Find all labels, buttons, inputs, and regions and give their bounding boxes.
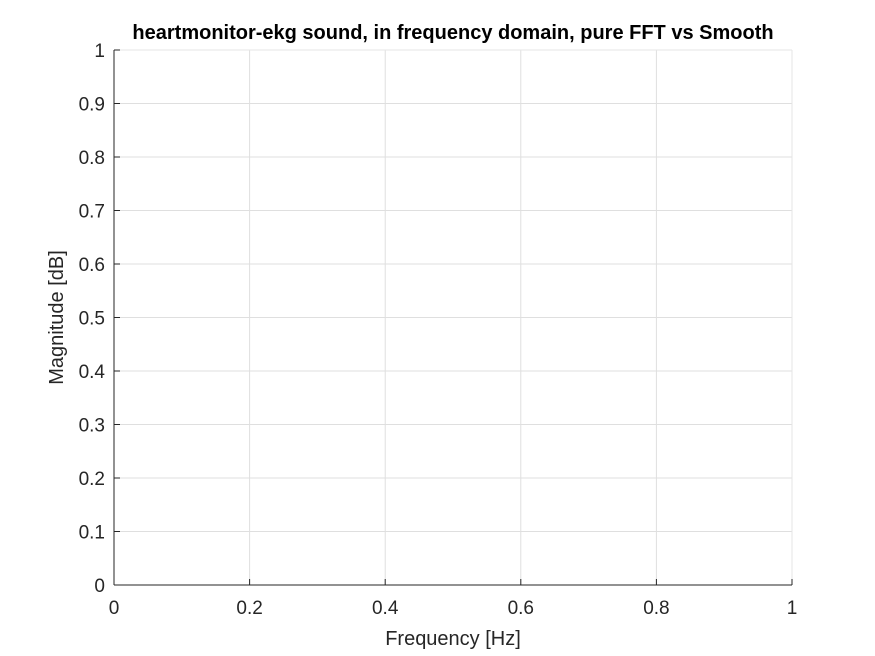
y-tick-label: 1 [94, 41, 105, 62]
x-tick-label: 0 [109, 598, 120, 619]
x-tick-label: 0.6 [508, 598, 534, 619]
y-tick-label: 0.2 [79, 469, 105, 490]
grid-lines [114, 50, 792, 585]
x-tick-label: 0.2 [236, 598, 262, 619]
x-tick-label: 1 [787, 598, 798, 619]
y-tick-label: 0 [94, 576, 105, 597]
y-axis-label: Magnitude [dB] [46, 250, 68, 385]
chart-title: heartmonitor-ekg sound, in frequency dom… [132, 22, 773, 44]
axes [113, 49, 793, 586]
y-tick-label: 0.8 [79, 148, 105, 169]
y-tick-label: 0.3 [79, 416, 105, 437]
y-tick-label: 0.4 [79, 362, 106, 383]
y-tick-label: 0.1 [79, 523, 105, 544]
x-tick-label: 0.8 [643, 598, 669, 619]
y-tick-label: 0.9 [79, 95, 105, 116]
x-tick-label: 0.4 [372, 598, 399, 619]
y-tick-label: 0.7 [79, 202, 105, 223]
y-tick-label: 0.5 [79, 309, 105, 330]
x-axis-label: Frequency [Hz] [385, 628, 521, 650]
y-tick-label: 0.6 [79, 255, 105, 276]
tick-labels: 0 0.2 0.4 0.6 0.8 1 0 0.1 0.2 0.3 0.4 0.5 0.6 0.7 0.8 0… [79, 41, 798, 619]
